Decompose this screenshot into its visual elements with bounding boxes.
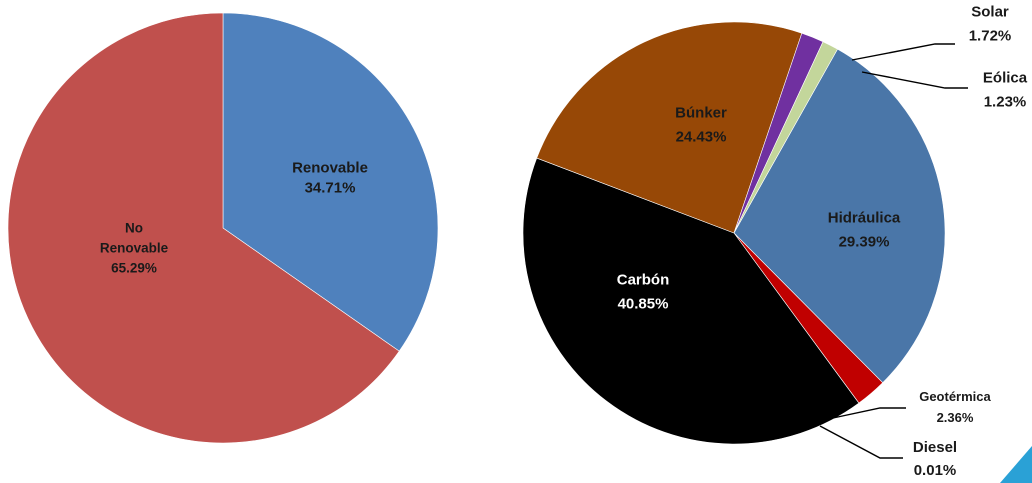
- pie-slice-no-renovable: [7, 12, 400, 444]
- pie-chart-energy-sources: [522, 21, 946, 445]
- pie-slice-renovable: [222, 12, 439, 352]
- pie-chart-renovable: [7, 12, 439, 444]
- slice-value-carbon: 40.85%: [618, 295, 669, 312]
- leader-line-diesel: [819, 425, 903, 459]
- leader-line-solar: [851, 43, 955, 61]
- slice-label-no-renovable: No: [125, 221, 143, 236]
- slice-label-diesel: Diesel: [913, 439, 957, 456]
- slice-label-renovable: Renovable: [292, 159, 368, 176]
- slice-label-solar: Solar: [971, 3, 1009, 20]
- slice-label-geotermica: Geotérmica: [919, 389, 991, 404]
- leader-line-geotermica: [832, 407, 906, 419]
- slice-value-geotermica: 2.36%: [937, 410, 974, 425]
- leader-line-eolica: [861, 71, 968, 89]
- slice-value-renovable: 34.71%: [305, 179, 356, 196]
- pie-slice-hidraulica: [733, 48, 946, 384]
- slice-label-bunker: Búnker: [675, 104, 727, 121]
- slice-labels: Renovable 34.71% No Renovable 65.29% Hidráuli…: [100, 3, 1028, 479]
- slice-value-bunker: 24.43%: [676, 128, 727, 145]
- slice-value-diesel: 0.01%: [914, 462, 957, 479]
- slice-label-hidraulica: Hidráulica: [828, 209, 901, 226]
- slice-value-no-renovable: 65.29%: [111, 261, 157, 276]
- leader-lines: [819, 43, 968, 459]
- slice-value-solar: 1.72%: [969, 27, 1012, 44]
- pie-slice-carbon: [522, 157, 860, 445]
- pie-slice-bunker: [536, 21, 803, 234]
- slice-label-no-renovable: Renovable: [100, 241, 169, 256]
- slice-value-hidraulica: 29.39%: [839, 233, 890, 250]
- slice-label-eolica: Eólica: [983, 69, 1028, 86]
- slice-label-carbon: Carbón: [617, 271, 670, 288]
- slice-value-eolica: 1.23%: [984, 93, 1027, 110]
- pie-slice-eolica: [733, 41, 838, 234]
- corner-decoration: [1000, 446, 1032, 483]
